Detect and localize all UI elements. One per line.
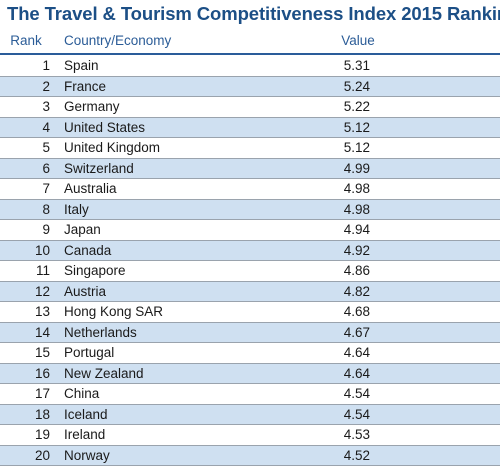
table-row: 20 Norway 4.52 [0,445,500,466]
table-row: 9 Japan 4.94 [0,220,500,241]
table-row: 17 China 4.54 [0,384,500,405]
table-row: 2 France 5.24 [0,76,500,97]
cell-value: 4.64 [343,345,370,360]
cell-rank: 2 [42,78,50,94]
cell-country: Hong Kong SAR [64,304,164,319]
cell-country: Australia [64,181,117,196]
cell-rank: 19 [34,427,50,442]
cell-rank: 5 [42,140,50,155]
cell-value: 4.54 [343,406,370,422]
table-row: 7 Australia 4.98 [0,179,500,200]
cell-value: 4.52 [343,447,370,463]
cell-rank: 8 [42,201,50,217]
cell-value: 4.53 [343,427,370,442]
cell-value: 4.68 [343,304,370,319]
cell-value: 4.94 [343,222,370,237]
cell-rank: 7 [42,181,50,196]
cell-value: 4.67 [343,324,370,340]
table-row: 11 Singapore 4.86 [0,261,500,282]
table-row: 4 United States 5.12 [0,117,500,138]
table-row: 15 Portugal 4.64 [0,343,500,364]
cell-rank: 10 [34,242,50,258]
cell-country: New Zealand [64,365,144,381]
cell-rank: 17 [34,386,50,401]
table-row: 6 Switzerland 4.99 [0,158,500,179]
table-row: 10 Canada 4.92 [0,240,500,261]
cell-value: 4.98 [343,201,370,217]
cell-rank: 12 [34,283,50,299]
cell-rank: 6 [42,160,50,176]
table-row: 1 Spain 5.31 [0,56,500,77]
ranking-table-body: 1 Spain 5.31 2 France 5.24 3 Germany 5.22 4 United… [0,56,500,466]
cell-country: Canada [64,242,112,258]
cell-country: Portugal [64,345,115,360]
cell-rank: 9 [42,222,50,237]
cell-country: Spain [64,58,99,73]
cell-value: 5.12 [343,119,370,135]
cell-rank: 18 [34,406,50,422]
table-header: Rank Country/Economy Value [0,29,500,55]
cell-rank: 13 [34,304,50,319]
cell-rank: 4 [42,119,50,135]
cell-country: Singapore [64,263,126,278]
cell-country: China [64,386,100,401]
cell-value: 4.99 [343,160,370,176]
cell-value: 5.31 [343,58,370,73]
cell-value: 4.92 [343,242,370,258]
table-row: 16 New Zealand 4.64 [0,363,500,384]
cell-value: 5.12 [343,140,370,155]
cell-rank: 3 [42,99,50,114]
cell-value: 5.24 [343,78,370,94]
cell-rank: 11 [35,263,50,278]
page-title: The Travel & Tourism Competitiveness Ind… [7,3,500,24]
table-row: 13 Hong Kong SAR 4.68 [0,302,500,323]
cell-value: 4.64 [343,365,370,381]
column-header-rank: Rank [10,33,42,48]
cell-rank: 1 [42,58,50,73]
cell-value: 4.86 [343,263,370,278]
cell-rank: 14 [34,324,50,340]
table-row: 3 Germany 5.22 [0,97,500,118]
table-row: 8 Italy 4.98 [0,199,500,220]
cell-country: Japan [64,222,101,237]
cell-value: 5.22 [343,99,370,114]
cell-country: Italy [64,201,89,217]
cell-country: United States [64,119,146,135]
table-row: 14 Netherlands 4.67 [0,322,500,343]
cell-country: Norway [64,447,110,463]
cell-country: Austria [64,283,107,299]
cell-rank: 15 [34,345,50,360]
table-row: 18 Iceland 4.54 [0,404,500,425]
table-row: 5 United Kingdom 5.12 [0,138,500,159]
cell-value: 4.54 [343,386,370,401]
cell-country: Switzerland [64,160,134,176]
cell-country: Netherlands [64,324,137,340]
cell-value: 4.82 [343,283,370,299]
column-header-value: Value [341,33,375,48]
table-row: 12 Austria 4.82 [0,281,500,302]
column-header-country: Country/Economy [64,33,172,48]
cell-rank: 20 [34,447,50,463]
cell-value: 4.98 [343,181,370,196]
cell-country: Germany [64,99,120,114]
cell-country: Iceland [64,406,108,422]
table-row: 19 Ireland 4.53 [0,425,500,446]
cell-country: France [64,78,107,94]
cell-rank: 16 [34,365,50,381]
cell-country: Ireland [64,427,106,442]
cell-country: United Kingdom [64,140,161,155]
